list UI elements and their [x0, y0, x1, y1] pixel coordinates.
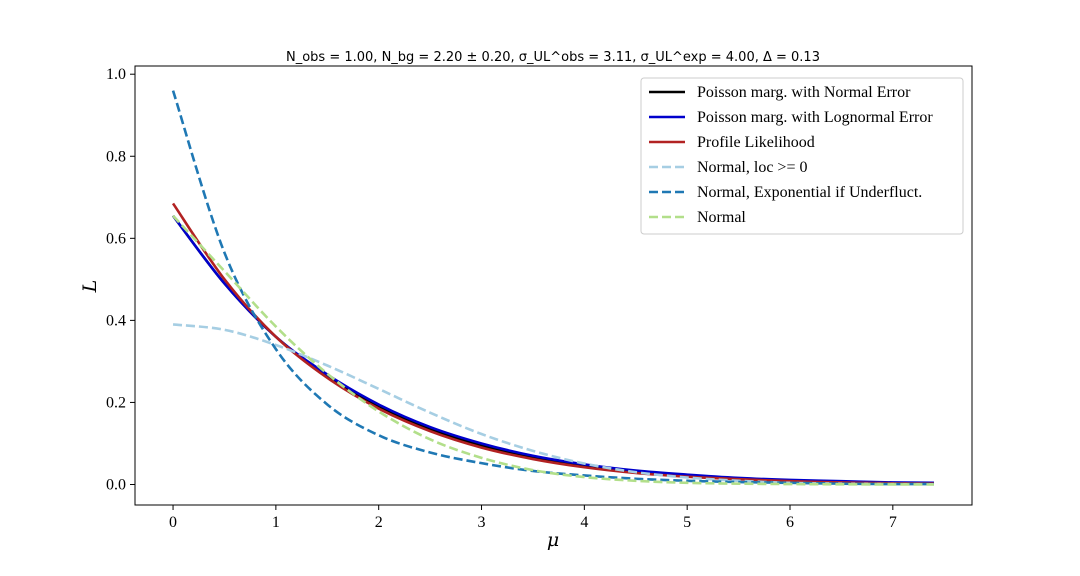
x-tick-label: 6: [786, 514, 794, 531]
y-tick-label: 0.8: [106, 148, 126, 165]
x-axis-ticks: 0 1 2 3 4 5 6 7: [169, 505, 897, 531]
x-tick-label: 5: [683, 514, 691, 531]
y-tick-label: 0.4: [106, 312, 126, 329]
y-tick-label: 1.0: [106, 66, 126, 83]
legend-label: Normal, loc >= 0: [697, 159, 807, 176]
legend-box: [640, 77, 964, 235]
y-axis-label: L: [79, 280, 101, 294]
plot-frame: [134, 65, 973, 506]
y-tick-label: 0.0: [106, 476, 126, 493]
x-tick-label: 3: [478, 514, 486, 531]
chart-title: N_obs = 1.00, N_bg = 2.20 ± 0.20, σ_UL^o…: [286, 50, 820, 65]
legend-label: Poisson marg. with Normal Error: [697, 84, 911, 101]
y-tick-label: 0.6: [106, 230, 126, 247]
legend-label: Normal: [697, 209, 746, 226]
series-line-profile-likelihood: [171, 202, 934, 485]
y-tick-label: 0.2: [106, 394, 126, 411]
x-axis-label: μ: [547, 529, 559, 551]
legend: Poisson marg. with Normal Error Poisson m…: [640, 77, 964, 235]
legend-label: Normal, Exponential if Underfluct.: [697, 184, 922, 201]
series-layer: [171, 90, 934, 486]
legend-label: Profile Likelihood: [697, 134, 815, 151]
x-tick-label: 0: [169, 514, 177, 531]
y-axis-ticks: 0.0 0.2 0.4 0.6 0.8 1.0: [106, 66, 135, 493]
x-tick-label: 4: [580, 514, 588, 531]
x-tick-label: 2: [375, 514, 383, 531]
legend-label: Poisson marg. with Lognormal Error: [697, 109, 933, 126]
x-tick-label: 1: [272, 514, 280, 531]
x-tick-label: 7: [889, 514, 897, 531]
series-line-normal: [172, 214, 934, 486]
